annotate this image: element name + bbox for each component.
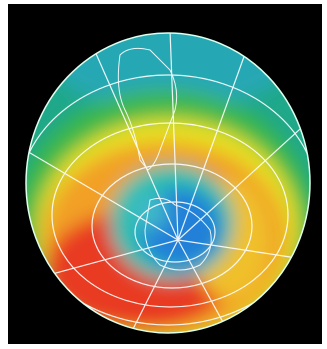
limb	[25, 32, 311, 334]
globe	[26, 33, 310, 333]
ozone-bands	[26, 33, 310, 333]
